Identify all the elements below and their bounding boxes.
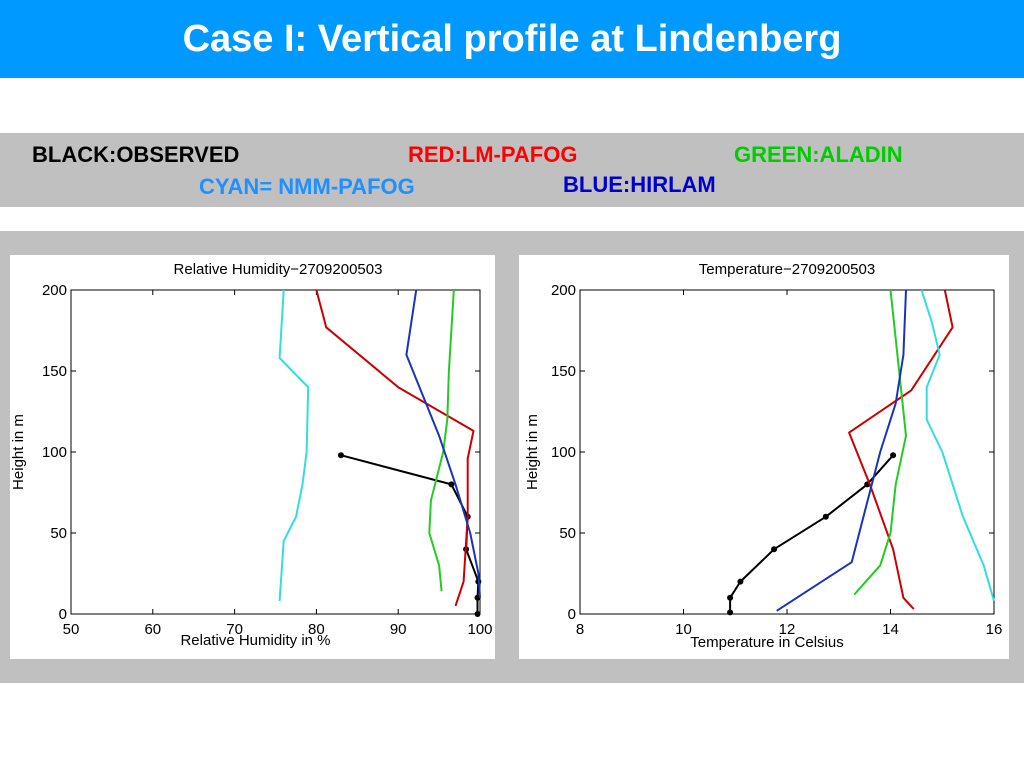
y-tick-label: 50 <box>50 525 67 542</box>
temperature-chart: Temperature−2709200503 8 10 12 14 16 0 50 100 150… <box>524 261 1003 651</box>
legend-observed: BLACK:OBSERVED <box>32 142 240 167</box>
x-tick-label: 16 <box>986 621 1003 638</box>
chart-title: Relative Humidity−2709200503 <box>174 261 383 278</box>
data-point <box>822 513 829 520</box>
y-tick-label: 100 <box>42 444 67 461</box>
series-line-4 <box>776 289 907 612</box>
series-line-4 <box>405 289 481 598</box>
data-point <box>727 594 734 601</box>
y-axis-label: Height in m <box>10 414 27 490</box>
x-tick-label: 100 <box>467 621 492 638</box>
y-tick-label: 200 <box>42 282 67 299</box>
y-tick-label: 0 <box>59 606 67 623</box>
data-point <box>337 452 344 459</box>
data-point <box>737 578 744 585</box>
series-line-1 <box>315 289 475 607</box>
chart-title: Temperature−2709200503 <box>699 261 875 278</box>
x-tick-label: 80 <box>308 621 325 638</box>
x-axis-label: Temperature in Celsius <box>690 634 843 651</box>
humidity-chart: Relative Humidity−2709200503 50 60 70 80 90 10… <box>10 261 493 649</box>
data-point <box>727 609 734 616</box>
y-tick-label: 150 <box>551 363 576 380</box>
y-tick-label: 0 <box>568 606 576 623</box>
axes-box <box>579 289 995 615</box>
x-tick-label: 8 <box>576 621 584 638</box>
x-tick-label: 70 <box>226 621 243 638</box>
x-tick-label: 90 <box>390 621 407 638</box>
x-tick-label: 10 <box>675 621 692 638</box>
legend-lm-pafog: RED:LM-PAFOG <box>408 142 578 167</box>
series-line-0 <box>340 454 480 614</box>
y-tick-label: 150 <box>42 363 67 380</box>
slide-title: Case I: Vertical profile at Lindenberg <box>182 17 842 60</box>
temperature-panel: Temperature−2709200503 8 10 12 14 16 0 50 100 150… <box>519 255 1009 659</box>
legend-aladin: GREEN:ALADIN <box>734 142 903 167</box>
y-axis-label: Height in m <box>524 414 541 490</box>
x-tick-label: 60 <box>144 621 161 638</box>
legend-band: BLACK:OBSERVED RED:LM-PAFOG GREEN:ALADIN… <box>0 133 1024 207</box>
axes-box <box>70 289 481 615</box>
x-axis-label: Relative Humidity in % <box>180 632 330 649</box>
title-bar: Case I: Vertical profile at Lindenberg <box>0 0 1024 78</box>
y-tick-label: 50 <box>559 525 576 542</box>
y-tick-label: 100 <box>551 444 576 461</box>
series-line-2 <box>853 289 907 596</box>
data-point <box>448 481 455 488</box>
data-point <box>474 611 481 617</box>
legend-hirlam: BLUE:HIRLAM <box>563 172 716 197</box>
x-tick-label: 14 <box>882 621 899 638</box>
data-point <box>890 452 897 459</box>
series-line-3 <box>920 289 995 602</box>
series-line-1 <box>848 289 954 610</box>
series-line-3 <box>278 289 310 602</box>
humidity-panel: Relative Humidity−2709200503 50 60 70 80 90 10… <box>10 255 495 659</box>
y-tick-label: 200 <box>551 282 576 299</box>
x-tick-label: 50 <box>63 621 80 638</box>
series-line-2 <box>428 289 455 592</box>
legend-nmm-pafog: CYAN= NMM-PAFOG <box>199 174 415 199</box>
data-point <box>771 546 778 553</box>
x-tick-label: 12 <box>779 621 796 638</box>
